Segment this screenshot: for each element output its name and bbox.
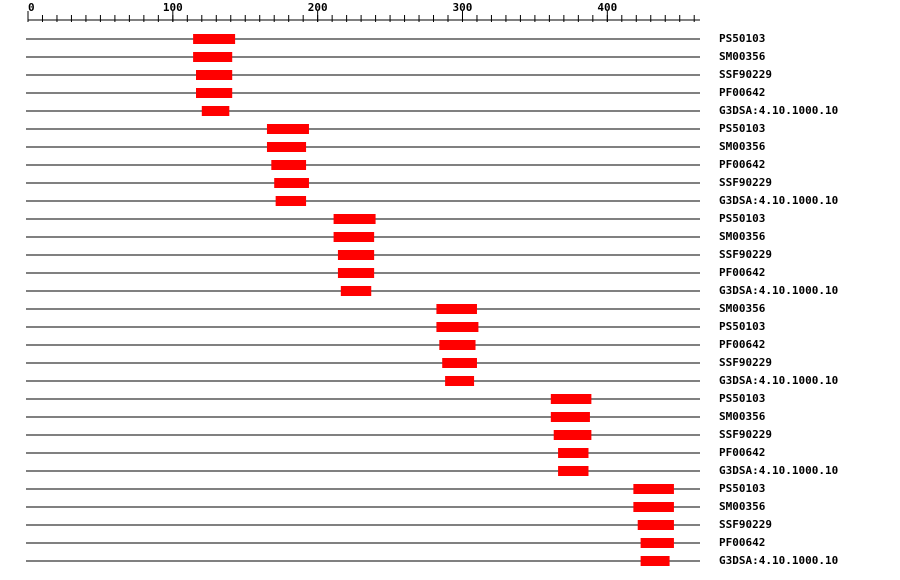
- domain-bar: [196, 88, 233, 98]
- domain-bar: [271, 160, 307, 170]
- row-label: PF00642: [719, 536, 765, 549]
- row-label: PS50103: [719, 122, 765, 135]
- domain-bar: [337, 250, 375, 260]
- row-label: SM00356: [719, 50, 766, 63]
- x-tick-label: 400: [597, 1, 617, 14]
- domain-bar: [333, 232, 375, 242]
- row-label: PS50103: [719, 392, 765, 405]
- domain-bar: [633, 502, 674, 512]
- domain-bar: [640, 556, 670, 566]
- row-label: PS50103: [719, 320, 765, 333]
- domain-bar: [340, 286, 372, 296]
- domain-bar: [550, 412, 590, 422]
- row-label: SSF90229: [719, 518, 772, 531]
- domain-bar: [266, 142, 307, 152]
- domain-bar: [439, 340, 476, 350]
- domain-bar: [337, 268, 375, 278]
- row-label: G3DSA:4.10.1000.10: [719, 194, 838, 207]
- row-label: SSF90229: [719, 248, 772, 261]
- row-label: SM00356: [719, 410, 766, 423]
- domain-bar: [633, 484, 674, 494]
- row-label: SSF90229: [719, 356, 772, 369]
- domain-bar: [436, 322, 479, 332]
- domain-bar: [193, 34, 236, 44]
- row-label: PF00642: [719, 338, 765, 351]
- domain-bar: [445, 376, 475, 386]
- domain-bar: [550, 394, 592, 404]
- row-label: PS50103: [719, 32, 765, 45]
- domain-bar: [436, 304, 477, 314]
- row-label: G3DSA:4.10.1000.10: [719, 284, 838, 297]
- domain-bar: [333, 214, 376, 224]
- row-label: PS50103: [719, 212, 765, 225]
- domain-bar: [637, 520, 674, 530]
- row-label: PF00642: [719, 266, 765, 279]
- domain-bar: [640, 538, 674, 548]
- row-label: G3DSA:4.10.1000.10: [719, 554, 838, 567]
- row-label: G3DSA:4.10.1000.10: [719, 464, 838, 477]
- row-label: G3DSA:4.10.1000.10: [719, 374, 838, 387]
- row-label: PF00642: [719, 158, 765, 171]
- domain-bar: [266, 124, 309, 134]
- row-label: PF00642: [719, 86, 765, 99]
- x-tick-label: 200: [308, 1, 328, 14]
- domain-bar: [553, 430, 592, 440]
- domain-bar: [558, 466, 589, 476]
- row-label: SSF90229: [719, 428, 772, 441]
- row-label: SM00356: [719, 230, 766, 243]
- domain-bar: [196, 70, 233, 80]
- row-label: SSF90229: [719, 176, 772, 189]
- row-label: SSF90229: [719, 68, 772, 81]
- domain-bar: [442, 358, 477, 368]
- row-label: SM00356: [719, 140, 766, 153]
- x-tick-label: 300: [453, 1, 473, 14]
- x-tick-label: 100: [163, 1, 183, 14]
- row-label: PS50103: [719, 482, 765, 495]
- x-tick-label: 0: [28, 1, 35, 14]
- row-label: PF00642: [719, 446, 765, 459]
- row-label: G3DSA:4.10.1000.10: [719, 104, 838, 117]
- row-label: SM00356: [719, 302, 766, 315]
- row-label: SM00356: [719, 500, 766, 513]
- domain-bar: [201, 106, 230, 116]
- domain-bar: [274, 178, 309, 188]
- domain-bar: [275, 196, 307, 206]
- domain-bar: [558, 448, 589, 458]
- domain-bar: [193, 52, 233, 62]
